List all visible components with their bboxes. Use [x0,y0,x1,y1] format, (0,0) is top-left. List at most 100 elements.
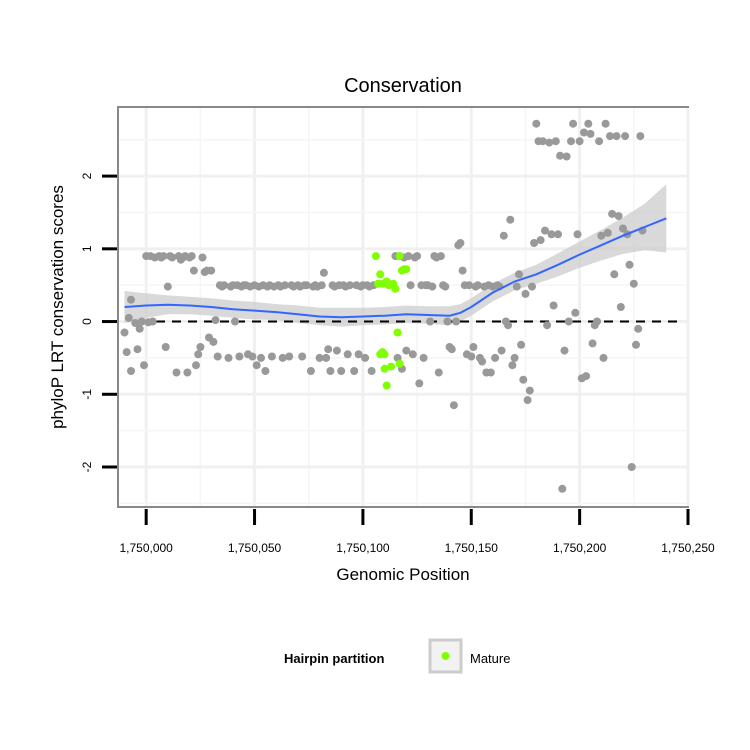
data-point [317,281,326,290]
data-point [168,253,177,262]
data-point [584,119,593,128]
data-point [408,350,417,359]
x-tick-label: 1,750,150 [445,541,499,555]
x-tick-label: 1,750,100 [336,541,390,555]
smooth-curve [124,217,667,319]
data-point [525,386,534,395]
data-point [478,357,487,366]
data-point [554,230,562,239]
data-point [564,317,573,326]
data-point [441,282,450,291]
data-point [497,346,506,355]
data-point [543,321,552,330]
y-tick-label: 1 [80,245,94,252]
data-point [452,317,461,326]
data-point [183,368,192,377]
mature-point [382,381,391,390]
data-point [361,353,370,362]
data-point [597,231,606,240]
data-point [629,279,638,288]
data-point [541,226,549,235]
data-point [627,463,636,471]
data-point [267,352,276,361]
data-point [465,281,474,290]
data-point [257,353,265,362]
data-point [582,372,591,381]
data-point [248,352,257,361]
data-point [345,281,354,290]
data-point [449,401,458,410]
data-point [536,236,545,245]
data-point [473,281,482,290]
data-point [124,313,133,322]
data-point [131,319,140,327]
smooth-line [124,217,667,319]
data-point [508,361,517,370]
data-point [519,375,528,384]
data-point [127,367,135,375]
data-point [332,346,341,355]
data-point [192,361,200,370]
data-point [278,353,287,362]
data-point [595,137,604,146]
mature-point [391,284,400,293]
data-point [172,368,181,377]
data-point [436,252,445,261]
data-point [413,252,422,261]
data-point [161,343,170,351]
data-point [404,252,413,261]
data-point [523,396,532,405]
data-point [198,253,207,262]
data-point [196,343,205,351]
x-axis-title: Genomic Position [336,565,469,584]
legend-key-box [428,638,463,674]
legend: Hairpin partition Mature [284,638,510,674]
data-point [189,266,198,275]
x-tick-label: 1,750,200 [553,541,607,555]
data-point [510,353,519,362]
data-point [625,260,634,269]
data-point [285,352,294,361]
data-point [547,230,556,239]
data-point [573,230,582,239]
data-point [187,252,196,261]
data-point [458,266,467,275]
data-point [148,317,157,326]
data-point [469,343,478,351]
y-tick-label: 2 [80,172,94,179]
data-point [532,119,541,128]
data-point [120,328,129,337]
mature-point [371,252,380,261]
mature-point [393,328,402,337]
data-point [599,353,608,362]
y-axis: -2 -1 0 1 2 [80,172,117,472]
data-point [211,316,220,325]
data-point [434,368,443,377]
other-points [120,119,647,493]
data-point [367,367,376,375]
data-point [194,350,203,359]
data-point [567,137,575,146]
smooth-confidence-band [124,184,667,327]
data-point [486,368,495,377]
grid-lines [119,108,690,506]
x-tick-label: 1,750,000 [119,541,173,555]
data-point [224,353,233,362]
data-point [133,345,142,354]
data-point [402,346,411,355]
data-point [619,224,627,233]
mature-point [387,362,396,371]
data-point [558,484,567,493]
mature-point [376,270,385,279]
data-point [612,132,621,141]
data-point [603,228,612,237]
legend-key-mature [441,652,450,660]
data-point [326,367,335,375]
data-point [343,350,352,359]
data-point [315,353,324,362]
data-point [443,317,452,326]
mature-points [371,252,411,390]
data-point [322,353,331,362]
data-point [261,367,270,375]
